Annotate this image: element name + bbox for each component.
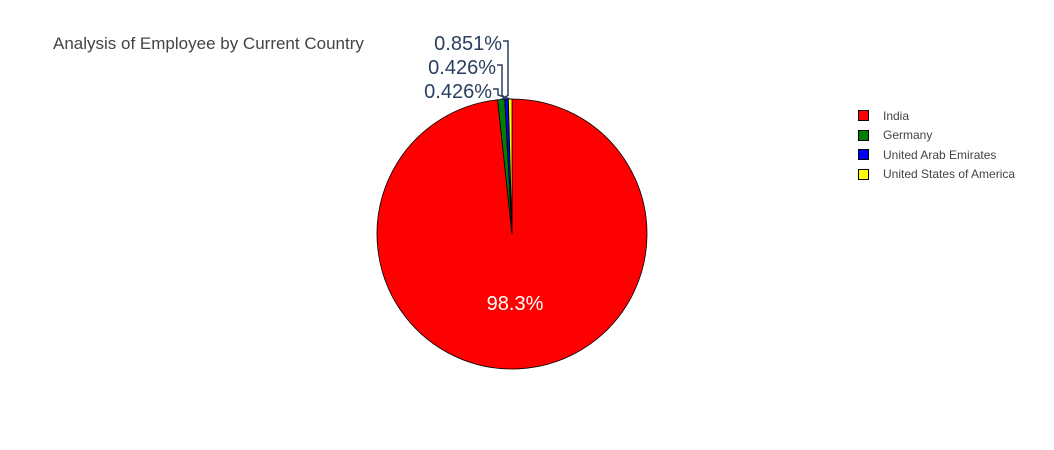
legend-label-germany: Germany [883,128,933,143]
legend-item-germany[interactable]: Germany [858,126,1015,146]
legend-swatch-usa [858,168,869,180]
chart-title: Analysis of Employee by Current Country [53,34,364,53]
legend-swatch-germany [858,129,869,141]
legend-item-uae[interactable]: United Arab Emirates [858,145,1015,165]
legend-item-usa[interactable]: United States of America [858,165,1015,185]
legend-label-india: India [883,108,910,123]
slice-label-usa: 0.426% [424,81,492,103]
legend-item-india[interactable]: India [858,106,1015,126]
slice-label-uae: 0.426% [428,57,496,79]
legend-swatch-india [858,110,869,122]
slice-label-germany: 0.851% [434,33,502,55]
leader-line-usa [493,88,511,100]
legend: India Germany United Arab Emirates Unite… [858,106,1015,184]
slice-label-india: 98.3% [487,293,544,315]
legend-label-usa: United States of America [883,167,1016,182]
legend-swatch-uae [858,149,869,161]
legend-label-uae: United Arab Emirates [883,147,997,162]
